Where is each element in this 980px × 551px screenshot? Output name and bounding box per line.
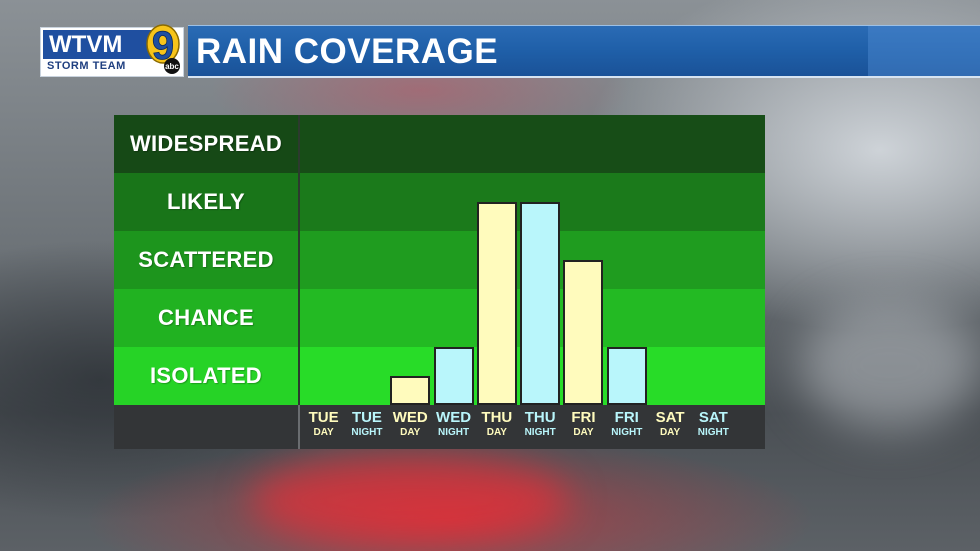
tick-period: DAY [659, 427, 681, 438]
bar-thu-night [520, 202, 561, 405]
tick-label-wed-night: WED NIGHT [432, 410, 476, 440]
level-label-scattered: SCATTERED [114, 231, 300, 289]
tick-period: NIGHT [611, 427, 643, 438]
tick-period: DAY [313, 427, 334, 438]
logo-callsign: WTVM [43, 30, 161, 59]
tick-day: WED [392, 409, 428, 426]
bar-thu-day [476, 202, 517, 405]
svg-text:abc: abc [165, 62, 179, 71]
tick-period: DAY [573, 427, 594, 438]
level-label-isolated: ISOLATED [114, 347, 300, 405]
title-bar: RAIN COVERAGE [188, 25, 980, 78]
page-title: RAIN COVERAGE [196, 32, 499, 71]
coverage-band-widespread: WIDESPREAD [114, 115, 765, 173]
tick-label-sat-night: SAT NIGHT [691, 410, 735, 440]
tick-period: DAY [486, 427, 507, 438]
bar-wed-night [433, 347, 474, 405]
tick-label-thu-day: THU DAY [475, 410, 519, 440]
tick-day: TUE [351, 409, 382, 426]
tick-day: FRI [614, 409, 639, 426]
rain-coverage-chart: WIDESPREAD LIKELY SCATTERED CHANCE ISOLATED … [114, 115, 765, 449]
level-label-widespread: WIDESPREAD [114, 115, 300, 173]
tick-period: NIGHT [437, 427, 470, 438]
x-axis [114, 405, 765, 449]
tick-label-fri-day: FRI DAY [561, 410, 605, 440]
tick-label-fri-night: FRI NIGHT [605, 410, 649, 440]
tick-label-thu-night: THU NIGHT [518, 410, 562, 440]
tick-label-tue-day: TUE DAY [302, 410, 346, 440]
coverage-band-likely: LIKELY [114, 173, 765, 231]
channel-9-logo-icon: 9 abc [146, 24, 180, 74]
tick-day: SAT [698, 409, 728, 426]
tick-day: SAT [655, 409, 685, 426]
tick-period: DAY [400, 427, 421, 438]
level-label-chance: CHANCE [114, 289, 300, 347]
tick-day: FRI [571, 409, 596, 426]
tick-period: NIGHT [697, 427, 729, 438]
logo-storm-team: STORM TEAM [43, 59, 161, 73]
level-label-likely: LIKELY [114, 173, 300, 231]
tick-day: THU [524, 409, 556, 426]
tick-day: THU [481, 409, 513, 426]
tick-period: NIGHT [524, 427, 556, 438]
bar-wed-day [390, 376, 431, 405]
station-logo: WTVM STORM TEAM 9 abc [40, 24, 184, 77]
tick-label-wed-day: WED DAY [388, 410, 432, 440]
svg-text:9: 9 [152, 24, 174, 68]
bar-fri-day [563, 260, 604, 405]
bar-fri-night [606, 347, 647, 405]
coverage-band-chance: CHANCE [114, 289, 765, 347]
tick-day: WED [436, 409, 472, 426]
tick-period: NIGHT [351, 427, 383, 438]
tick-label-sat-day: SAT DAY [648, 410, 692, 440]
coverage-band-scattered: SCATTERED [114, 231, 765, 289]
tick-label-tue-night: TUE NIGHT [345, 410, 389, 440]
tick-day: TUE [308, 409, 339, 426]
